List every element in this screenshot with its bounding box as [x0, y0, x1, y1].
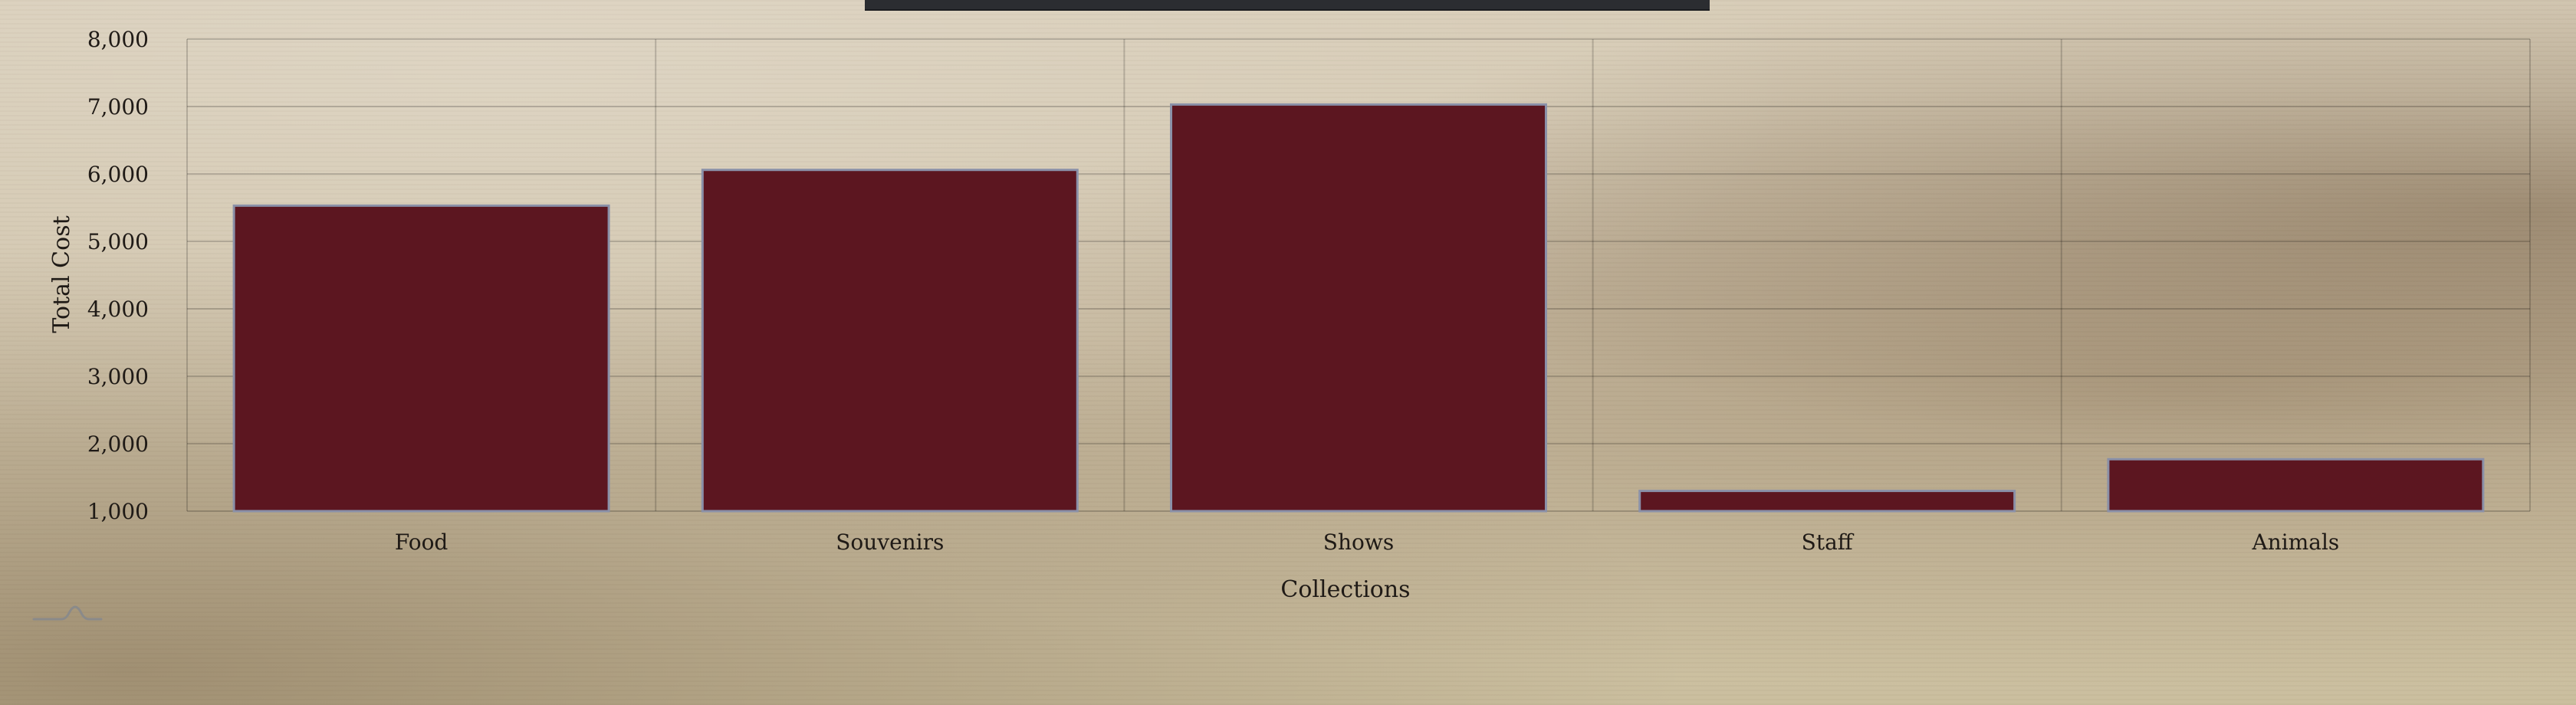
x-tick-label: Food — [395, 530, 449, 555]
bar-staff[interactable] — [1638, 490, 2016, 513]
y-tick-label: 3,000 — [87, 364, 149, 389]
y-tick-label: 1,000 — [87, 499, 149, 524]
bar-animals[interactable] — [2107, 457, 2485, 513]
y-axis-title: Total Cost — [48, 215, 75, 333]
x-tick-label: Staff — [1802, 530, 1855, 555]
x-tick-label: Animals — [2252, 530, 2340, 555]
y-tick-label: 4,000 — [87, 297, 149, 322]
y-axis-ticks: 1,000 2,000 3,000 4,000 5,000 6,000 7,000 8,000 — [87, 27, 149, 524]
bar-food[interactable] — [232, 204, 610, 513]
reset-zoom-icon[interactable] — [31, 595, 104, 625]
y-tick-label: 5,000 — [87, 229, 149, 254]
x-axis-title: Collections — [1280, 576, 1410, 603]
bars — [232, 103, 2485, 513]
y-tick-label: 6,000 — [87, 162, 149, 187]
bar-shows[interactable] — [1170, 103, 1547, 513]
bar-souvenirs[interactable] — [701, 169, 1079, 513]
y-tick-label: 7,000 — [87, 94, 149, 120]
y-tick-label: 8,000 — [87, 27, 149, 52]
x-tick-label: Shows — [1323, 530, 1394, 555]
x-axis-ticks: Food Souvenirs Shows Staff Animals — [395, 530, 2339, 555]
chart-title-banner — [865, 0, 1710, 11]
x-tick-label: Souvenirs — [836, 530, 944, 555]
y-tick-label: 2,000 — [87, 431, 149, 457]
